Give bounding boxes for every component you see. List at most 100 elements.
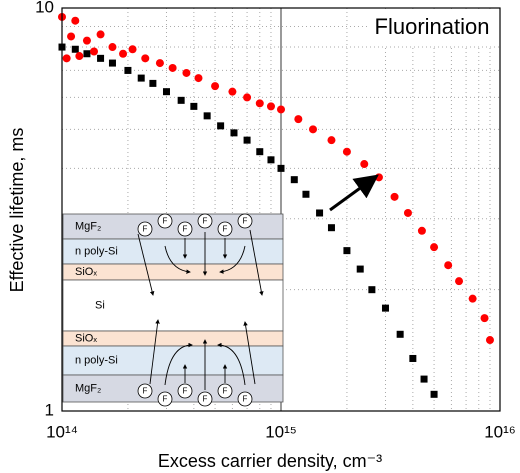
point xyxy=(267,156,275,164)
diffusion-arrow xyxy=(149,319,160,385)
point xyxy=(108,59,116,67)
point xyxy=(62,54,71,63)
point xyxy=(430,390,438,398)
ion xyxy=(237,213,253,229)
point xyxy=(374,173,383,182)
point xyxy=(485,336,494,345)
ion xyxy=(157,391,173,407)
point xyxy=(108,43,117,52)
points xyxy=(58,12,494,398)
y-axis-label: Effective lifetime, ms xyxy=(7,128,27,293)
layer xyxy=(62,238,284,265)
ion xyxy=(177,221,193,237)
point xyxy=(356,265,364,273)
ion xyxy=(197,391,213,407)
point xyxy=(124,66,132,74)
point xyxy=(403,208,412,217)
y-tick-label: 10 xyxy=(35,0,54,16)
ion-label: F xyxy=(163,217,168,226)
point xyxy=(137,74,145,82)
point xyxy=(71,45,79,53)
ion-label: F xyxy=(163,395,168,404)
y-tick-label: 1 xyxy=(45,400,54,419)
layer-label: SiOₓ xyxy=(75,266,97,278)
ion xyxy=(237,391,253,407)
point xyxy=(96,30,105,39)
point xyxy=(309,125,318,134)
point xyxy=(162,88,170,96)
layer-label: n poly-Si xyxy=(75,354,118,366)
inset-diagram: MgF₂ n poly-Si SiOₓ Si SiOₓ n poly-Si MgF₂ F F F F… xyxy=(62,213,284,407)
point xyxy=(420,375,428,383)
point xyxy=(75,52,84,61)
point xyxy=(83,50,91,58)
point xyxy=(327,224,335,232)
point xyxy=(266,102,275,111)
layer xyxy=(62,345,284,376)
point xyxy=(342,147,351,156)
point xyxy=(468,294,477,303)
diffusion-arrow xyxy=(219,245,246,274)
ion-label: F xyxy=(223,225,228,234)
point xyxy=(141,54,150,63)
point xyxy=(444,261,453,270)
point xyxy=(217,122,225,130)
point xyxy=(67,32,76,41)
point xyxy=(97,54,105,62)
point xyxy=(243,136,251,144)
diffusion-arrow xyxy=(243,321,256,385)
layer-label: MgF₂ xyxy=(75,382,101,394)
point xyxy=(302,190,310,198)
point xyxy=(480,314,489,323)
point xyxy=(455,277,464,286)
point xyxy=(381,304,389,312)
point xyxy=(211,82,220,91)
ion-label: F xyxy=(203,217,208,226)
point xyxy=(128,45,137,54)
point xyxy=(190,102,198,110)
ion xyxy=(177,383,193,399)
layer-label: MgF₂ xyxy=(75,220,101,232)
point xyxy=(177,96,185,104)
x-tick-label: 10¹⁶ xyxy=(484,422,516,441)
x-axis-label: Excess carrier density, cm⁻³ xyxy=(158,451,382,471)
point xyxy=(368,286,376,294)
ion-label: F xyxy=(183,387,188,396)
point xyxy=(396,330,404,338)
point xyxy=(228,87,237,96)
point xyxy=(390,192,399,201)
arrow xyxy=(329,174,379,212)
point xyxy=(255,99,264,108)
point xyxy=(294,115,303,124)
point xyxy=(168,63,177,72)
point xyxy=(316,209,324,217)
point xyxy=(82,36,91,45)
point xyxy=(256,148,264,156)
ion-label: F xyxy=(143,225,148,234)
ion-label: F xyxy=(243,395,248,404)
point xyxy=(230,129,238,137)
point xyxy=(417,226,426,235)
point xyxy=(71,16,80,25)
point xyxy=(203,112,211,120)
point xyxy=(277,164,285,172)
ion xyxy=(197,213,213,229)
point xyxy=(119,49,128,58)
point xyxy=(149,79,157,87)
ion xyxy=(137,221,153,237)
annotation-box xyxy=(368,9,499,45)
ion xyxy=(157,213,173,229)
diffusion-arrow xyxy=(164,342,193,386)
diffusion-arrow xyxy=(249,229,264,296)
point xyxy=(290,176,298,184)
plot-frame xyxy=(61,7,501,412)
point xyxy=(327,136,336,145)
point xyxy=(90,47,99,56)
layer-label: SiOₓ xyxy=(75,332,97,344)
ion xyxy=(217,221,233,237)
point xyxy=(194,74,203,83)
point xyxy=(360,160,369,169)
point xyxy=(182,68,191,77)
point xyxy=(343,247,351,255)
